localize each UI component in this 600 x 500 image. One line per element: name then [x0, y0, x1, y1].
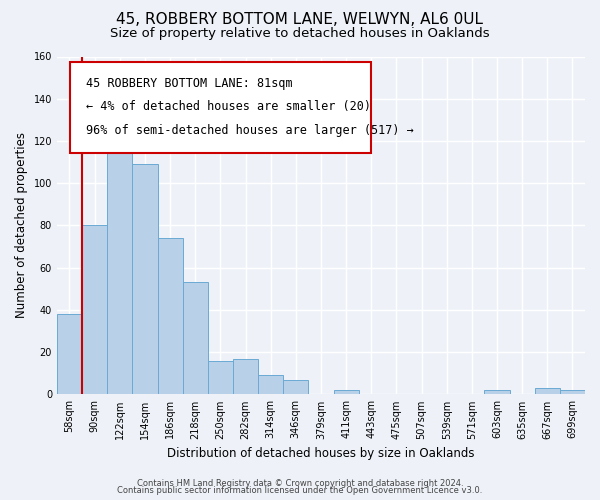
Bar	[560, 390, 585, 394]
Bar	[107, 114, 133, 394]
Text: Contains public sector information licensed under the Open Government Licence v3: Contains public sector information licen…	[118, 486, 482, 495]
Text: Size of property relative to detached houses in Oaklands: Size of property relative to detached ho…	[110, 28, 490, 40]
Bar	[334, 390, 359, 394]
Bar	[182, 282, 208, 395]
Text: ← 4% of detached houses are smaller (20): ← 4% of detached houses are smaller (20)	[86, 100, 371, 114]
Bar	[535, 388, 560, 394]
Text: 45, ROBBERY BOTTOM LANE, WELWYN, AL6 0UL: 45, ROBBERY BOTTOM LANE, WELWYN, AL6 0UL	[116, 12, 484, 28]
Bar	[133, 164, 158, 394]
FancyBboxPatch shape	[70, 62, 371, 153]
Text: 45 ROBBERY BOTTOM LANE: 81sqm: 45 ROBBERY BOTTOM LANE: 81sqm	[86, 77, 293, 90]
Text: 96% of semi-detached houses are larger (517) →: 96% of semi-detached houses are larger (…	[86, 124, 414, 137]
Y-axis label: Number of detached properties: Number of detached properties	[15, 132, 28, 318]
Bar	[233, 358, 258, 394]
Bar	[208, 360, 233, 394]
Bar	[57, 314, 82, 394]
Text: Contains HM Land Registry data © Crown copyright and database right 2024.: Contains HM Land Registry data © Crown c…	[137, 478, 463, 488]
Bar	[158, 238, 182, 394]
Bar	[82, 226, 107, 394]
Bar	[484, 390, 509, 394]
Bar	[283, 380, 308, 394]
Bar	[258, 376, 283, 394]
X-axis label: Distribution of detached houses by size in Oaklands: Distribution of detached houses by size …	[167, 447, 475, 460]
